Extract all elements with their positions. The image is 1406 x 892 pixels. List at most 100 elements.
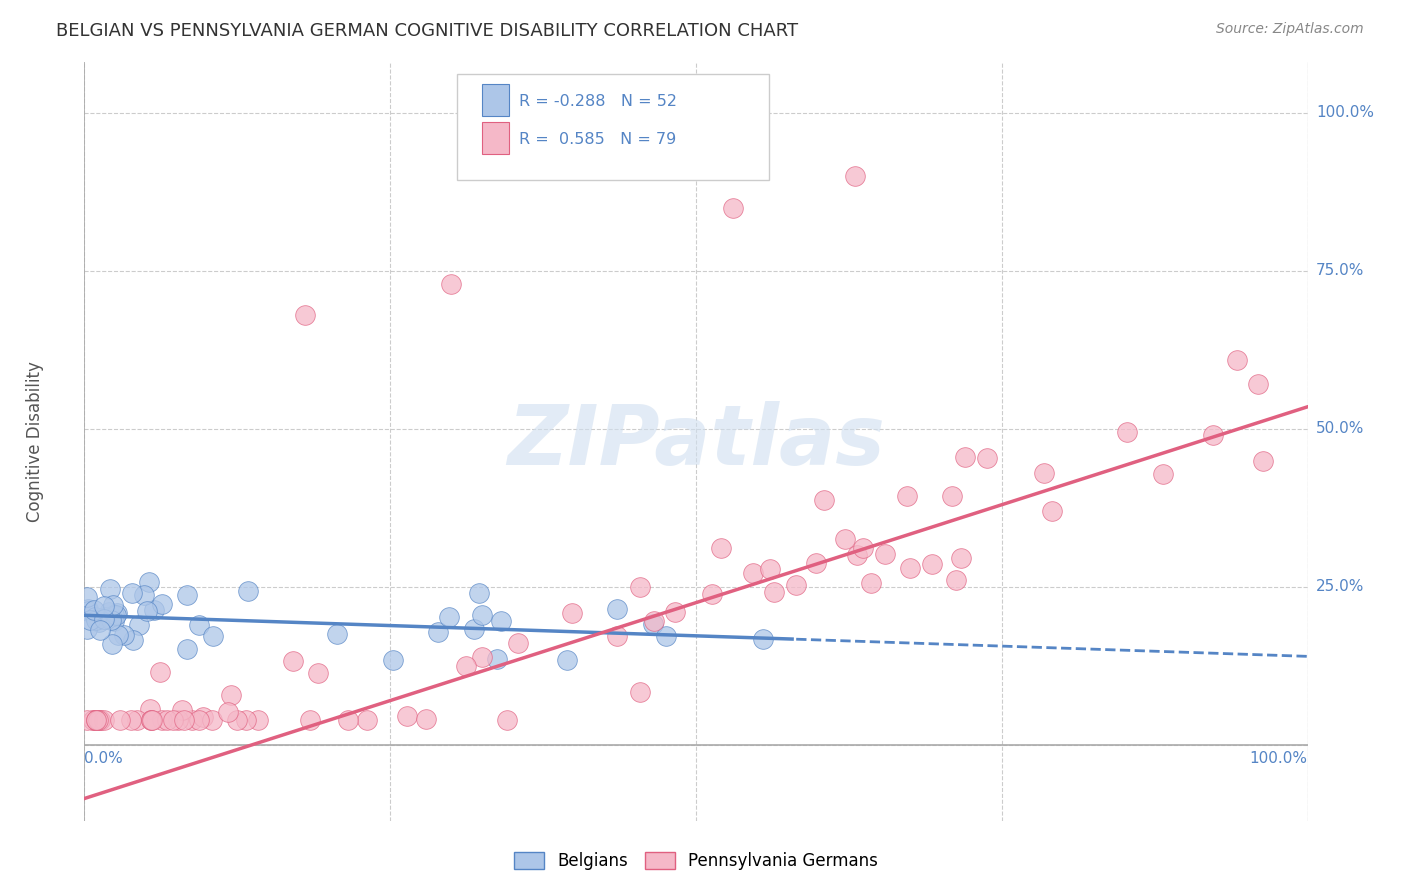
Point [1152, 467, 1174, 481]
Point [101, 637, 124, 651]
Point [437, 610, 460, 624]
Point [463, 622, 485, 636]
Point [1251, 454, 1274, 468]
Point [759, 562, 782, 576]
Text: 50.0%: 50.0% [1316, 421, 1364, 436]
Point [139, 702, 162, 716]
Point [337, 713, 360, 727]
Point [128, 618, 150, 632]
Point [741, 566, 763, 580]
Point [955, 450, 977, 465]
Point [150, 597, 173, 611]
Point [108, 713, 131, 727]
Point [235, 713, 257, 727]
Point [76, 602, 98, 616]
Point [834, 532, 856, 546]
Point [84, 713, 107, 727]
Point [846, 548, 869, 562]
Point [100, 613, 122, 627]
Point [141, 713, 163, 727]
Text: 100.0%: 100.0% [1250, 751, 1308, 766]
FancyBboxPatch shape [482, 85, 509, 116]
Point [82, 713, 104, 727]
Point [1247, 376, 1270, 391]
Point [356, 713, 378, 727]
Point [193, 710, 215, 724]
Point [112, 628, 135, 642]
Point [173, 713, 195, 727]
Point [103, 598, 125, 612]
Point [125, 713, 148, 727]
Point [166, 713, 188, 727]
Point [105, 607, 128, 622]
Point [643, 614, 665, 628]
Point [156, 713, 179, 727]
Point [710, 541, 733, 556]
Point [1226, 353, 1249, 368]
Point [945, 573, 967, 587]
Point [415, 712, 437, 726]
Point [785, 578, 807, 592]
Point [93, 612, 115, 626]
FancyBboxPatch shape [457, 74, 769, 180]
Point [89, 624, 111, 638]
Point [93, 713, 115, 727]
Point [89, 713, 111, 727]
Point [1202, 427, 1225, 442]
Legend: Belgians, Pennsylvania Germans: Belgians, Pennsylvania Germans [508, 846, 884, 877]
Point [1032, 466, 1054, 480]
Point [93, 599, 115, 613]
Point [294, 308, 316, 322]
Point [84, 713, 107, 727]
Point [76, 623, 98, 637]
Point [219, 688, 242, 702]
Point [176, 641, 198, 656]
Point [643, 616, 665, 631]
Point [468, 586, 491, 600]
Point [187, 713, 209, 727]
Point [427, 624, 450, 639]
Point [326, 627, 349, 641]
Text: BELGIAN VS PENNSYLVANIA GERMAN COGNITIVE DISABILITY CORRELATION CHART: BELGIAN VS PENNSYLVANIA GERMAN COGNITIVE… [56, 22, 799, 40]
Point [141, 713, 163, 727]
Text: 0.0%: 0.0% [84, 751, 124, 766]
Point [82, 713, 104, 727]
Point [139, 713, 162, 727]
Point [136, 604, 159, 618]
Point [76, 604, 98, 618]
Point [628, 580, 651, 594]
Text: R =  0.585   N = 79: R = 0.585 N = 79 [519, 131, 676, 146]
Point [247, 713, 270, 727]
Point [89, 713, 111, 727]
Point [87, 615, 110, 629]
Point [875, 547, 897, 561]
Point [98, 582, 121, 597]
Point [606, 602, 628, 616]
Point [84, 614, 107, 628]
Point [132, 588, 155, 602]
Point [98, 605, 121, 619]
Point [804, 557, 827, 571]
Point [176, 588, 198, 602]
Point [83, 610, 105, 624]
Point [162, 713, 184, 727]
Point [120, 713, 142, 727]
Point [762, 585, 785, 599]
Point [103, 614, 125, 628]
Point [138, 574, 160, 589]
Point [84, 713, 107, 727]
Point [561, 606, 583, 620]
Point [395, 709, 418, 723]
Point [143, 603, 166, 617]
Text: R = -0.288   N = 52: R = -0.288 N = 52 [519, 94, 676, 109]
Point [122, 632, 145, 647]
Point [859, 575, 882, 590]
Point [170, 703, 193, 717]
Point [1040, 503, 1063, 517]
Point [470, 607, 492, 622]
Point [87, 713, 110, 727]
FancyBboxPatch shape [482, 122, 509, 154]
Point [307, 666, 329, 681]
Point [283, 654, 305, 668]
Point [896, 489, 918, 503]
